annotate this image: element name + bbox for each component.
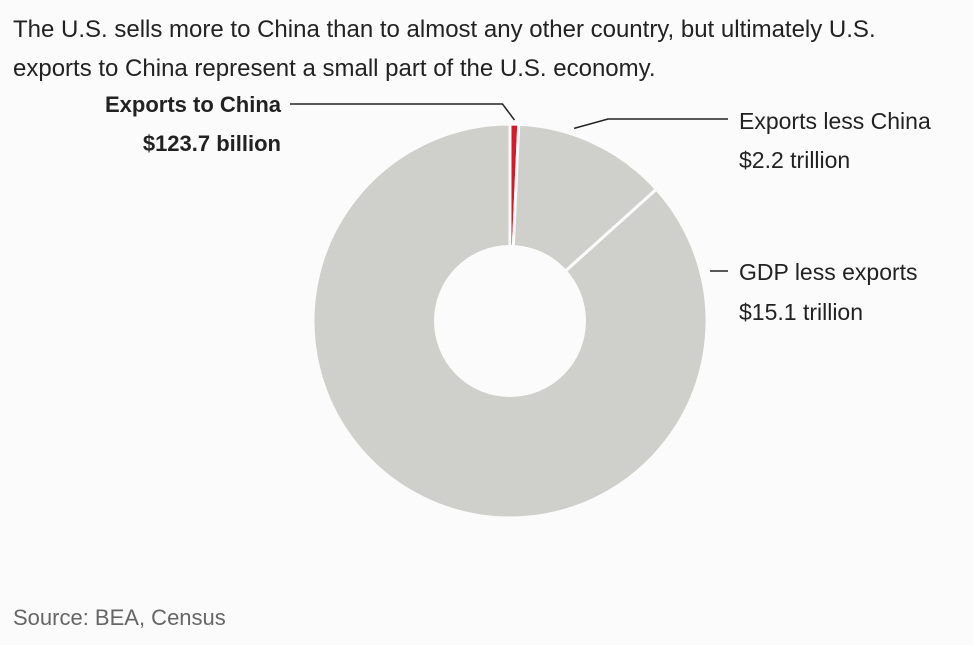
label-name-exports-less-china: Exports less China xyxy=(739,108,931,134)
label-value-gdp-less-exports: $15.1 trillion xyxy=(739,299,863,325)
donut-hole xyxy=(434,245,586,397)
label-group: Exports to China $123.7 billion Exports le… xyxy=(105,92,931,325)
leader-line-exports-to-china xyxy=(290,103,516,121)
leader-line-exports-less-china xyxy=(573,118,728,130)
label-value-exports-to-china: $123.7 billion xyxy=(143,131,281,156)
source-note: Source: BEA, Census xyxy=(13,605,226,630)
chart-subtitle: The U.S. sells more to China than to alm… xyxy=(13,16,876,82)
label-name-gdp-less-exports: GDP less exports xyxy=(739,259,918,285)
label-value-exports-less-china: $2.2 trillion xyxy=(739,147,850,173)
label-name-exports-to-china: Exports to China xyxy=(105,92,282,117)
